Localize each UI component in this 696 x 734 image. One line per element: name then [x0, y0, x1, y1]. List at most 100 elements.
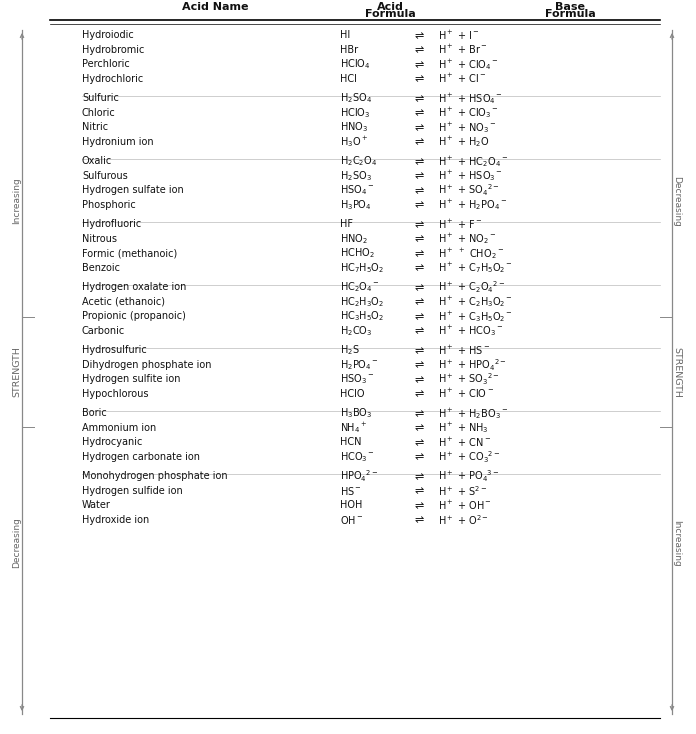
- Text: NH$_4$$^+$: NH$_4$$^+$: [340, 421, 367, 435]
- Text: Phosphoric: Phosphoric: [82, 200, 136, 210]
- Text: Hydrocyanic: Hydrocyanic: [82, 437, 143, 447]
- Text: $\rightleftharpoons$: $\rightleftharpoons$: [411, 170, 425, 181]
- Text: Chloric: Chloric: [82, 108, 116, 117]
- Text: HS$^-$: HS$^-$: [340, 484, 362, 497]
- Text: Hydroiodic: Hydroiodic: [82, 30, 134, 40]
- Text: $\rightleftharpoons$: $\rightleftharpoons$: [411, 200, 425, 210]
- Text: HCO$_3$$^-$: HCO$_3$$^-$: [340, 450, 375, 464]
- Text: $\rightleftharpoons$: $\rightleftharpoons$: [411, 325, 425, 336]
- Text: H$^+$ + SO$_4$$^{2-}$: H$^+$ + SO$_4$$^{2-}$: [438, 183, 500, 198]
- Text: Formula: Formula: [545, 9, 595, 19]
- Text: Propionic (propanoic): Propionic (propanoic): [82, 311, 186, 321]
- Text: $\rightleftharpoons$: $\rightleftharpoons$: [411, 107, 425, 118]
- Text: $\rightleftharpoons$: $\rightleftharpoons$: [411, 485, 425, 496]
- Text: $\rightleftharpoons$: $\rightleftharpoons$: [411, 422, 425, 433]
- Text: Nitric: Nitric: [82, 123, 108, 132]
- Text: Sulfuric: Sulfuric: [82, 93, 119, 103]
- Text: Increasing: Increasing: [672, 520, 681, 567]
- Text: H$^+$ + F$^-$: H$^+$ + F$^-$: [438, 218, 482, 230]
- Text: $\rightleftharpoons$: $\rightleftharpoons$: [411, 345, 425, 356]
- Text: HF: HF: [340, 219, 353, 229]
- Text: H$^+$ + NO$_2$$^-$: H$^+$ + NO$_2$$^-$: [438, 231, 497, 246]
- Text: Hydrosulfuric: Hydrosulfuric: [82, 345, 147, 355]
- Text: H$_2$C$_2$O$_4$: H$_2$C$_2$O$_4$: [340, 154, 377, 168]
- Text: $\rightleftharpoons$: $\rightleftharpoons$: [411, 73, 425, 84]
- Text: $\rightleftharpoons$: $\rightleftharpoons$: [411, 297, 425, 307]
- Text: Carbonic: Carbonic: [82, 326, 125, 335]
- Text: HC$_2$O$_4$$^-$: HC$_2$O$_4$$^-$: [340, 280, 380, 294]
- Text: H$^+$ $^+$ CHO$_2$$^-$: H$^+$ $^+$ CHO$_2$$^-$: [438, 246, 504, 261]
- Text: H$^+$ + H$_2$PO$_4$$^-$: H$^+$ + H$_2$PO$_4$$^-$: [438, 197, 507, 212]
- Text: H$_3$BO$_3$: H$_3$BO$_3$: [340, 407, 372, 420]
- Text: Hydrogen sulfide ion: Hydrogen sulfide ion: [82, 486, 183, 495]
- Text: $\rightleftharpoons$: $\rightleftharpoons$: [411, 408, 425, 418]
- Text: HBr: HBr: [340, 45, 358, 55]
- Text: H$^+$ + OH$^-$: H$^+$ + OH$^-$: [438, 498, 492, 512]
- Text: $\rightleftharpoons$: $\rightleftharpoons$: [411, 233, 425, 244]
- Text: HC$_2$H$_3$O$_2$: HC$_2$H$_3$O$_2$: [340, 295, 384, 309]
- Text: HNO$_2$: HNO$_2$: [340, 232, 368, 246]
- Text: $\rightleftharpoons$: $\rightleftharpoons$: [411, 156, 425, 167]
- Text: H$_3$O$^+$: H$_3$O$^+$: [340, 134, 368, 149]
- Text: H$_3$PO$_4$: H$_3$PO$_4$: [340, 198, 372, 211]
- Text: H$^+$ + HSO$_3$$^-$: H$^+$ + HSO$_3$$^-$: [438, 168, 503, 184]
- Text: Base: Base: [555, 2, 585, 12]
- Text: $\rightleftharpoons$: $\rightleftharpoons$: [411, 30, 425, 40]
- Text: H$^+$ + C$_2$O$_4$$^{2-}$: H$^+$ + C$_2$O$_4$$^{2-}$: [438, 280, 505, 295]
- Text: Hydrofluoric: Hydrofluoric: [82, 219, 141, 229]
- Text: Benzoic: Benzoic: [82, 263, 120, 273]
- Text: HSO$_3$$^-$: HSO$_3$$^-$: [340, 372, 374, 386]
- Text: H$^+$ + ClO$_4$$^-$: H$^+$ + ClO$_4$$^-$: [438, 57, 499, 72]
- Text: Hydroxide ion: Hydroxide ion: [82, 515, 149, 525]
- Text: H$^+$ + HPO$_4$$^{2-}$: H$^+$ + HPO$_4$$^{2-}$: [438, 357, 507, 373]
- Text: HC$_7$H$_5$O$_2$: HC$_7$H$_5$O$_2$: [340, 261, 384, 275]
- Text: HClO$_3$: HClO$_3$: [340, 106, 370, 120]
- Text: $\rightleftharpoons$: $\rightleftharpoons$: [411, 470, 425, 482]
- Text: Hydronium ion: Hydronium ion: [82, 137, 154, 147]
- Text: Dihydrogen phosphate ion: Dihydrogen phosphate ion: [82, 360, 212, 370]
- Text: Hydrochloric: Hydrochloric: [82, 73, 143, 84]
- Text: $\rightleftharpoons$: $\rightleftharpoons$: [411, 500, 425, 511]
- Text: HClO: HClO: [340, 389, 365, 399]
- Text: H$^+$ + C$_3$H$_5$O$_2$$^-$: H$^+$ + C$_3$H$_5$O$_2$$^-$: [438, 309, 513, 324]
- Text: H$^+$ + NH$_3$: H$^+$ + NH$_3$: [438, 421, 489, 435]
- Text: $\rightleftharpoons$: $\rightleftharpoons$: [411, 262, 425, 273]
- Text: H$^+$ + HSO$_4$$^-$: H$^+$ + HSO$_4$$^-$: [438, 91, 503, 106]
- Text: HC$_3$H$_5$O$_2$: HC$_3$H$_5$O$_2$: [340, 309, 384, 323]
- Text: H$^+$ + CN$^-$: H$^+$ + CN$^-$: [438, 436, 491, 448]
- Text: Nitrous: Nitrous: [82, 233, 117, 244]
- Text: $\rightleftharpoons$: $\rightleftharpoons$: [411, 282, 425, 293]
- Text: Decreasing: Decreasing: [672, 175, 681, 226]
- Text: Formula: Formula: [365, 9, 416, 19]
- Text: HOH: HOH: [340, 501, 363, 510]
- Text: Acid Name: Acid Name: [182, 2, 248, 12]
- Text: $\rightleftharpoons$: $\rightleftharpoons$: [411, 93, 425, 103]
- Text: H$^+$ + H$_2$BO$_3$$^-$: H$^+$ + H$_2$BO$_3$$^-$: [438, 406, 508, 421]
- Text: Hydrogen carbonate ion: Hydrogen carbonate ion: [82, 451, 200, 462]
- Text: H$_2$CO$_3$: H$_2$CO$_3$: [340, 324, 372, 338]
- Text: OH$^-$: OH$^-$: [340, 514, 363, 526]
- Text: HNO$_3$: HNO$_3$: [340, 120, 368, 134]
- Text: STRENGTH: STRENGTH: [672, 346, 681, 397]
- Text: Hydrobromic: Hydrobromic: [82, 45, 144, 55]
- Text: H$^+$ + ClO$^-$: H$^+$ + ClO$^-$: [438, 388, 494, 400]
- Text: Increasing: Increasing: [13, 178, 22, 225]
- Text: HCHO$_2$: HCHO$_2$: [340, 247, 375, 260]
- Text: H$^+$ + ClO$_3$$^-$: H$^+$ + ClO$_3$$^-$: [438, 105, 499, 120]
- Text: H$^+$ + Br$^-$: H$^+$ + Br$^-$: [438, 43, 488, 57]
- Text: $\rightleftharpoons$: $\rightleftharpoons$: [411, 44, 425, 55]
- Text: Perchloric: Perchloric: [82, 59, 129, 69]
- Text: H$^+$ + Cl$^-$: H$^+$ + Cl$^-$: [438, 72, 487, 85]
- Text: $\rightleftharpoons$: $\rightleftharpoons$: [411, 311, 425, 321]
- Text: HClO$_4$: HClO$_4$: [340, 57, 370, 71]
- Text: Monohydrogen phosphate ion: Monohydrogen phosphate ion: [82, 471, 228, 482]
- Text: H$^+$ + HS$^-$: H$^+$ + HS$^-$: [438, 344, 491, 357]
- Text: HCl: HCl: [340, 73, 357, 84]
- Text: HI: HI: [340, 30, 350, 40]
- Text: H$^+$ + CO$_3$$^{2-}$: H$^+$ + CO$_3$$^{2-}$: [438, 449, 500, 465]
- Text: Hypochlorous: Hypochlorous: [82, 389, 148, 399]
- Text: H$^+$ + O$^{2-}$: H$^+$ + O$^{2-}$: [438, 513, 489, 527]
- Text: STRENGTH: STRENGTH: [13, 346, 22, 397]
- Text: $\rightleftharpoons$: $\rightleftharpoons$: [411, 388, 425, 399]
- Text: H$^+$ + I$^-$: H$^+$ + I$^-$: [438, 29, 480, 42]
